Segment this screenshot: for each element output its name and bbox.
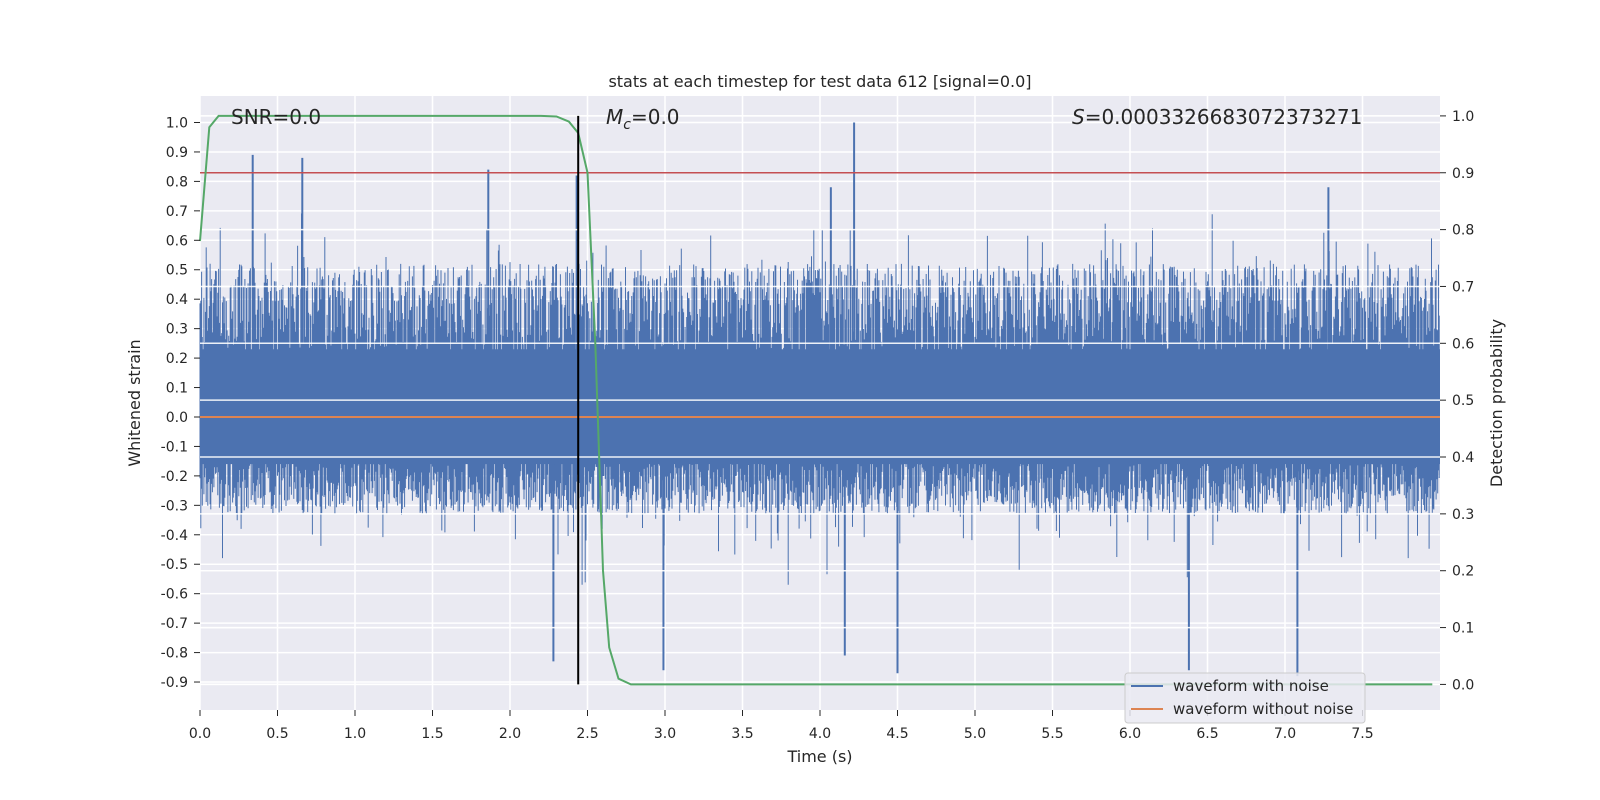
chirp-mass-symbol: M (606, 105, 623, 129)
x-tick-label: 4.0 (809, 726, 831, 742)
y-tick-labels: -0.9 -0.8 -0.7 -0.6 -0.5 -0.4 -0.3 -0.2 -0.1 0.0 0… (161, 116, 200, 691)
x-tick-label: 3.5 (731, 726, 753, 742)
y2-tick-label: 0.1 (1452, 621, 1474, 637)
y2-tick-label: 0.3 (1452, 507, 1474, 523)
legend-label-clean: waveform without noise (1173, 700, 1353, 718)
y-tick-label: 1.0 (166, 116, 188, 132)
y-tick-label: -0.6 (161, 587, 188, 603)
s-value: =0.0003326683072373271 (1085, 105, 1363, 129)
y-tick-label: 0.8 (166, 174, 188, 190)
y2-tick-label: 0.4 (1452, 450, 1474, 466)
chirp-mass-value: =0.0 (631, 105, 680, 129)
chirp-mass-annotation: Mc=0.0 (606, 105, 680, 133)
y2-tick-label: 0.5 (1452, 393, 1474, 409)
s-symbol: S (1072, 105, 1085, 129)
legend: waveform with noise waveform without noi… (1124, 672, 1366, 724)
y-tick-label: 0.5 (166, 263, 188, 279)
y-tick-label: 0.6 (166, 233, 188, 249)
x-tick-label: 3.0 (654, 726, 676, 742)
y-tick-label: -0.8 (161, 646, 188, 662)
y-tick-label: -0.1 (161, 439, 188, 455)
x-tick-label: 0.5 (266, 726, 288, 742)
y2-tick-label: 0.7 (1452, 279, 1474, 295)
y2-tick-labels: 0.0 0.1 0.2 0.3 0.4 0.5 0.6 0.7 0.8 0.9 1.0 (1440, 109, 1474, 693)
x-tick-label: 7.5 (1351, 726, 1373, 742)
y-tick-label: -0.7 (161, 616, 188, 632)
y-tick-label: -0.5 (161, 557, 188, 573)
y-tick-label: -0.9 (161, 675, 188, 691)
legend-box (1124, 672, 1366, 724)
snr-annotation: SNR=0.0 (231, 105, 321, 129)
x-tick-label: 6.5 (1196, 726, 1218, 742)
y2-tick-label: 0.2 (1452, 564, 1474, 580)
x-tick-label: 6.0 (1119, 726, 1141, 742)
y-tick-label: 0.2 (166, 351, 188, 367)
x-tick-label: 7.0 (1274, 726, 1296, 742)
y-tick-label: 0.7 (166, 204, 188, 220)
y-tick-label: -0.3 (161, 498, 188, 514)
x-tick-label: 2.0 (499, 726, 521, 742)
y-tick-label: 0.4 (166, 292, 188, 308)
x-tick-label: 1.0 (344, 726, 366, 742)
y-tick-label: 0.0 (166, 410, 188, 426)
s-statistic-annotation: S=0.0003326683072373271 (1072, 105, 1362, 129)
x-tick-label: 1.5 (421, 726, 443, 742)
chart-title: stats at each timestep for test data 612… (608, 72, 1031, 91)
y2-axis-label: Detection probability (1487, 319, 1506, 487)
y-tick-label: -0.4 (161, 528, 188, 544)
x-axis-label: Time (s) (786, 747, 852, 766)
x-tick-label: 4.5 (886, 726, 908, 742)
y-tick-label: 0.3 (166, 322, 188, 338)
y-axis-label: Whitened strain (125, 339, 144, 466)
y-tick-label: 0.9 (166, 145, 188, 161)
y2-tick-label: 0.0 (1452, 677, 1474, 693)
series-waveform-with-noise (199, 115, 1440, 686)
x-tick-label: 5.0 (964, 726, 986, 742)
x-tick-label: 2.5 (576, 726, 598, 742)
chirp-mass-subscript: c (623, 117, 631, 133)
noise-waveform-core (200, 349, 1440, 465)
x-tick-label: 0.0 (189, 726, 211, 742)
y-tick-label: 0.1 (166, 381, 188, 397)
y2-tick-label: 0.6 (1452, 336, 1474, 352)
legend-label-noise: waveform with noise (1173, 677, 1329, 695)
y2-tick-label: 0.8 (1452, 223, 1474, 239)
y-tick-label: -0.2 (161, 469, 188, 485)
x-tick-label: 5.5 (1041, 726, 1063, 742)
y2-tick-label: 0.9 (1452, 166, 1474, 182)
y2-tick-label: 1.0 (1452, 109, 1474, 125)
